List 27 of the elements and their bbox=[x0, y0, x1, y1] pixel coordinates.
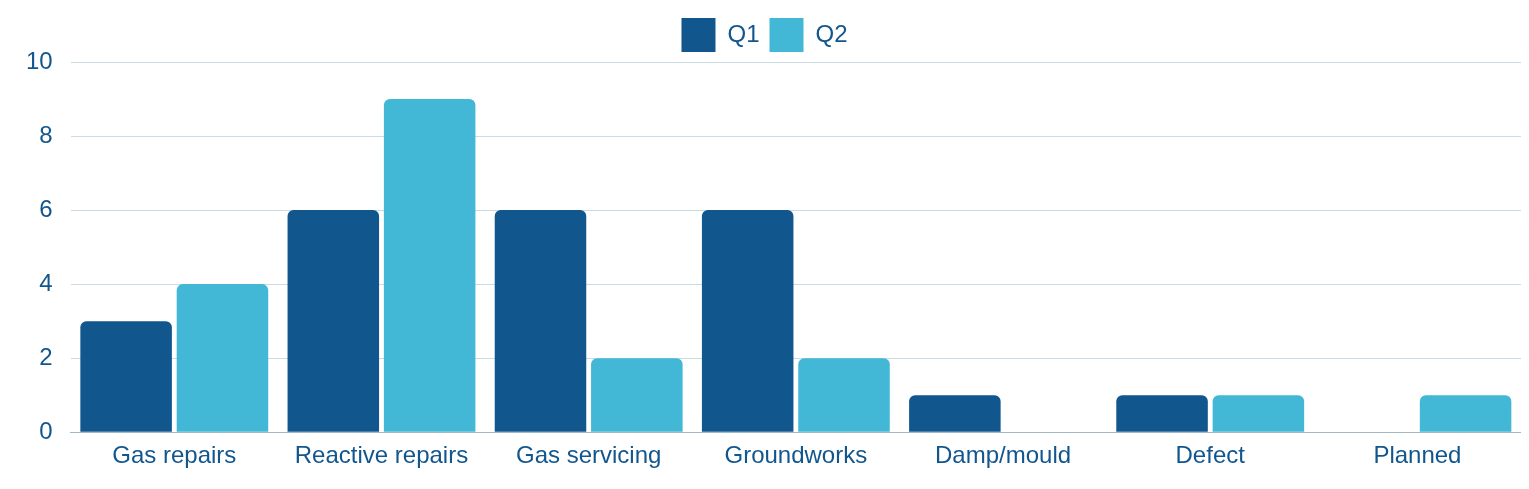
bar bbox=[176, 284, 269, 432]
y-tick-label: 4 bbox=[39, 268, 53, 296]
x-tick-label: Gas servicing bbox=[515, 441, 662, 469]
x-tick-label: Planned bbox=[1373, 441, 1462, 469]
bar bbox=[1419, 395, 1512, 432]
bar bbox=[909, 395, 1001, 432]
bar bbox=[591, 358, 683, 432]
y-tick-label: 10 bbox=[25, 46, 53, 74]
y-tick-label: 2 bbox=[39, 342, 53, 370]
legend-label: Q1 bbox=[727, 19, 760, 47]
bar bbox=[701, 210, 794, 432]
bar bbox=[798, 358, 890, 432]
legend-label: Q2 bbox=[815, 19, 848, 47]
y-tick-label: 0 bbox=[39, 416, 53, 444]
x-tick-label: Defect bbox=[1175, 441, 1246, 469]
bar bbox=[383, 99, 476, 432]
bar bbox=[80, 321, 172, 432]
x-tick-label: Reactive repairs bbox=[294, 441, 469, 469]
bar bbox=[1116, 395, 1208, 432]
x-tick-label: Damp/mould bbox=[935, 441, 1072, 469]
x-tick-label: Groundworks bbox=[724, 441, 868, 469]
bar bbox=[1212, 395, 1305, 432]
bar bbox=[287, 210, 380, 432]
y-tick-label: 6 bbox=[39, 194, 53, 222]
bar bbox=[494, 210, 587, 432]
x-tick-label: Gas repairs bbox=[112, 441, 237, 469]
y-tick-label: 8 bbox=[39, 120, 53, 148]
